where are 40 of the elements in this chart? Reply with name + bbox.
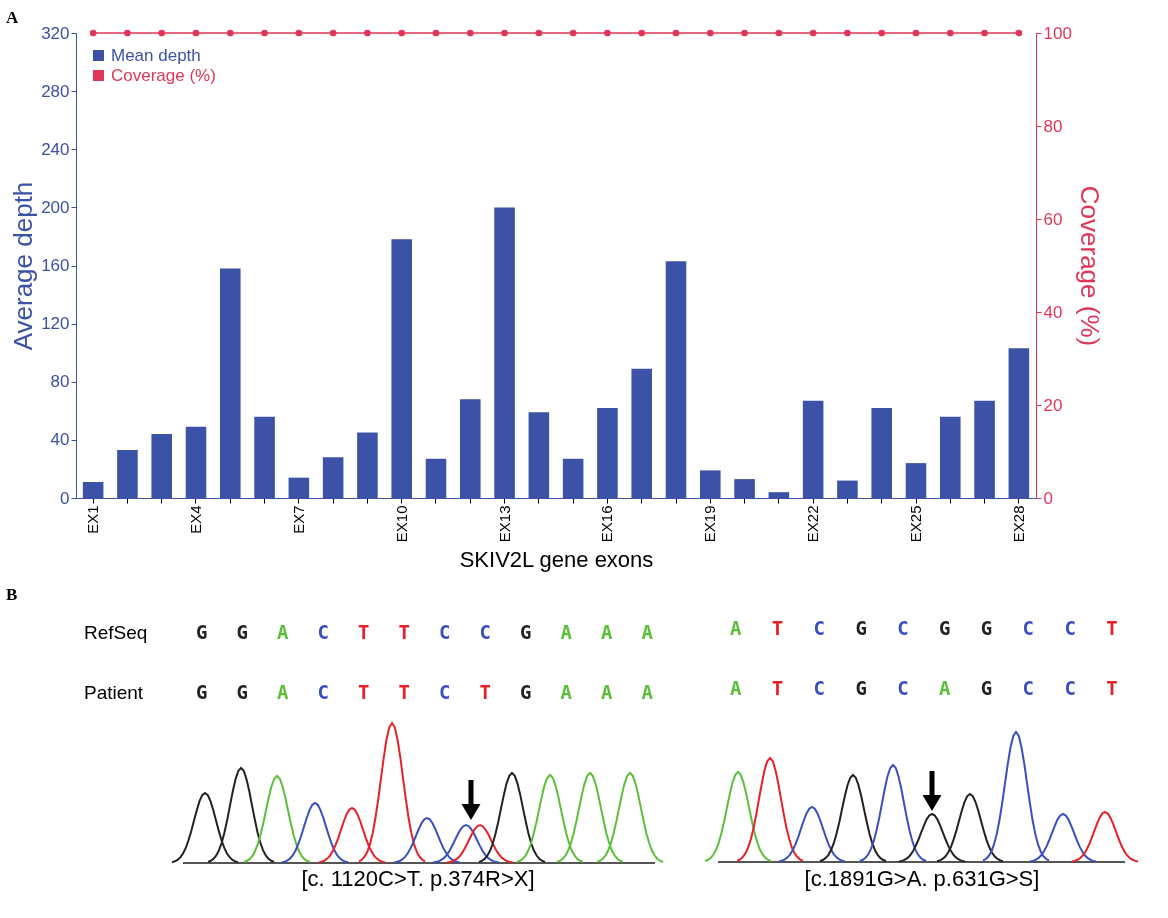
- text: A T C G C G G C C T: [730, 617, 1118, 639]
- text: RefSeq: [84, 622, 148, 643]
- text: A: [6, 8, 19, 28]
- y-tick-label: 160: [41, 256, 70, 275]
- x-tick-label: EX28: [1009, 505, 1027, 543]
- y-tick-label: 80: [50, 372, 70, 392]
- y-tick-label: 200: [41, 197, 70, 217]
- y-axis-title: Average depth: [8, 181, 39, 351]
- y2-tick-label: 100: [1043, 23, 1072, 43]
- text: [c. 1120C>T. p.374R>X]: [301, 866, 535, 891]
- legend-label: Coverage (%): [111, 65, 216, 85]
- y2-tick-label: 40: [1043, 302, 1063, 322]
- x-tick-label: EX22: [804, 505, 822, 543]
- y2-tick-label: 0: [1043, 488, 1053, 508]
- y2-tick-label: 60: [1043, 209, 1063, 229]
- x-tick-label: EX10: [392, 505, 410, 543]
- x-axis-title: SKIV2L gene exons: [459, 547, 654, 573]
- text: G G A C T T C T G A A A: [196, 681, 653, 703]
- x-tick-label: EX13: [495, 505, 513, 543]
- y2-axis-title: Coverage (%): [1074, 185, 1105, 347]
- y-tick-label: 240: [41, 139, 70, 159]
- y-tick-label: 40: [50, 430, 70, 450]
- x-tick-label: EX4: [187, 505, 204, 534]
- text: B: [6, 585, 18, 604]
- text: G G A C T T C C G A A A: [196, 621, 653, 643]
- x-tick-label: EX1: [84, 505, 102, 534]
- y-tick-label: 280: [41, 81, 70, 101]
- y-tick-label: 0: [60, 488, 70, 508]
- text: Patient: [84, 682, 144, 703]
- y-tick-label: 120: [41, 314, 70, 334]
- text: [c.1891G>A. p.631G>S]: [804, 866, 1040, 891]
- x-tick-label: EX16: [598, 505, 616, 543]
- x-tick-label: EX19: [701, 505, 719, 543]
- x-tick-label: EX25: [907, 505, 924, 543]
- y2-tick-label: 20: [1043, 395, 1063, 415]
- y2-tick-label: 80: [1043, 116, 1063, 136]
- x-tick-label: EX7: [289, 505, 307, 534]
- legend-label: Mean depth: [111, 45, 201, 65]
- y-tick-label: 320: [41, 23, 70, 43]
- text: A T C G C A G C C T: [730, 677, 1118, 699]
